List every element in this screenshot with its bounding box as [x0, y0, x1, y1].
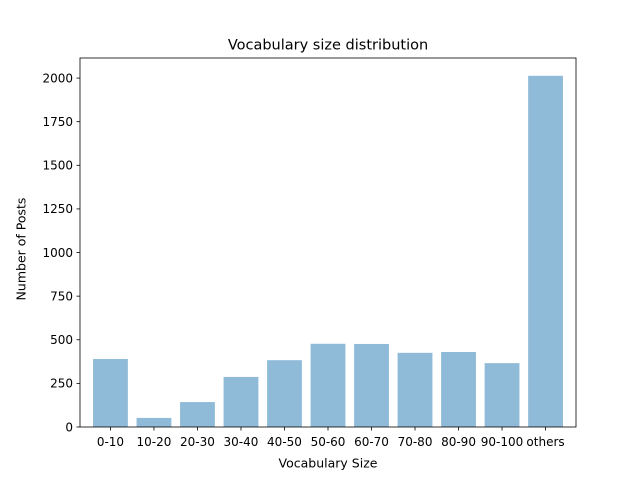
bar-80-90: [441, 351, 476, 427]
x-tick-label: 40-50: [267, 435, 302, 449]
x-tick-label: 0-10: [97, 435, 124, 449]
axes-frame: [79, 57, 577, 428]
y-ticks-layer: 0 250 500 750 1000 1250 1500 1750 2000: [42, 71, 80, 434]
x-tick-label: 80-90: [441, 435, 476, 449]
x-tick-label: 10-20: [137, 435, 172, 449]
y-tick-label: 1500: [42, 159, 73, 173]
y-axis-label: Number of Posts: [14, 198, 29, 301]
y-tick-label: 1750: [42, 115, 73, 129]
chart-title: Vocabulary size distribution: [228, 38, 428, 54]
x-ticks-layer: 0-10 10-20 20-30 30-40 40-50 50-60 60-70 70-80 8…: [97, 427, 565, 449]
y-tick-label: 500: [50, 333, 73, 347]
y-tick-label: 2000: [42, 71, 73, 85]
bar-70-80: [397, 352, 433, 427]
x-axis-label: Vocabulary Size: [279, 456, 378, 471]
x-tick-label: 30-40: [224, 435, 259, 449]
y-tick-label: 1250: [42, 202, 73, 216]
bar-90-100: [484, 363, 520, 427]
bar-30-40: [223, 376, 259, 427]
y-tick-label: 750: [50, 289, 73, 303]
y-tick-label: 0: [65, 420, 73, 434]
bar-0-10: [93, 358, 128, 427]
bar-40-50: [267, 360, 302, 427]
bar-10-20: [136, 417, 172, 427]
bar-20-30: [180, 402, 215, 427]
x-tick-label: 90-100: [481, 435, 524, 449]
x-tick-label: 50-60: [311, 435, 346, 449]
x-tick-label: 20-30: [180, 435, 215, 449]
bars-layer: [93, 75, 563, 428]
x-tick-label: 60-70: [354, 435, 389, 449]
bar-others: [528, 75, 563, 428]
y-tick-label: 1000: [42, 246, 73, 260]
x-tick-label: others: [526, 435, 564, 449]
bar-50-60: [310, 343, 346, 427]
bar-60-70: [354, 343, 389, 427]
y-tick-label: 250: [50, 377, 73, 391]
x-tick-label: 70-80: [398, 435, 433, 449]
plot-border: [79, 57, 577, 428]
